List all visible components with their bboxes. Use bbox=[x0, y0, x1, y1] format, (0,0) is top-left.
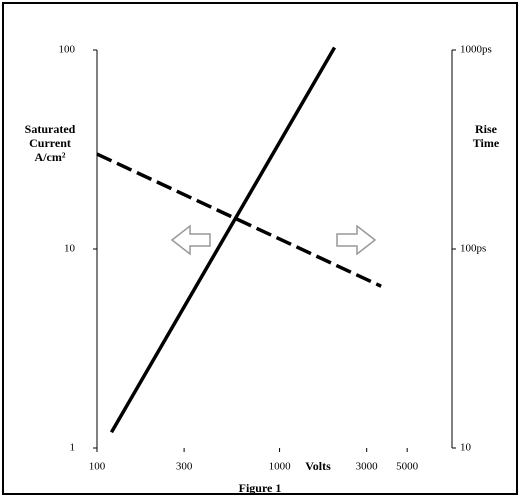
dashed-line bbox=[96, 152, 382, 288]
y-tick-label: 1 bbox=[70, 442, 76, 454]
x-tick-label: 100 bbox=[89, 461, 106, 473]
x-tick-label: 5000 bbox=[396, 461, 419, 473]
x-label: Volts bbox=[305, 459, 331, 473]
right-arrow bbox=[336, 224, 377, 256]
x-tick-label: 1000 bbox=[269, 461, 292, 473]
x-tick-label: 3000 bbox=[356, 461, 379, 473]
left-arrow bbox=[170, 224, 211, 256]
solid-line bbox=[109, 46, 337, 434]
y2-tick-label: 100ps bbox=[460, 243, 486, 255]
caption: Figure 1 bbox=[239, 481, 282, 495]
y2-label: Rise Time bbox=[473, 122, 500, 150]
x-tick-label: 300 bbox=[176, 461, 193, 473]
y-tick-label: 10 bbox=[64, 243, 76, 255]
y2-tick-label: 1000ps bbox=[460, 44, 492, 56]
y-label: Saturated Current A/cm² bbox=[25, 122, 76, 164]
y-tick-label: 100 bbox=[59, 44, 76, 56]
y2-tick-label: 10 bbox=[460, 442, 472, 454]
